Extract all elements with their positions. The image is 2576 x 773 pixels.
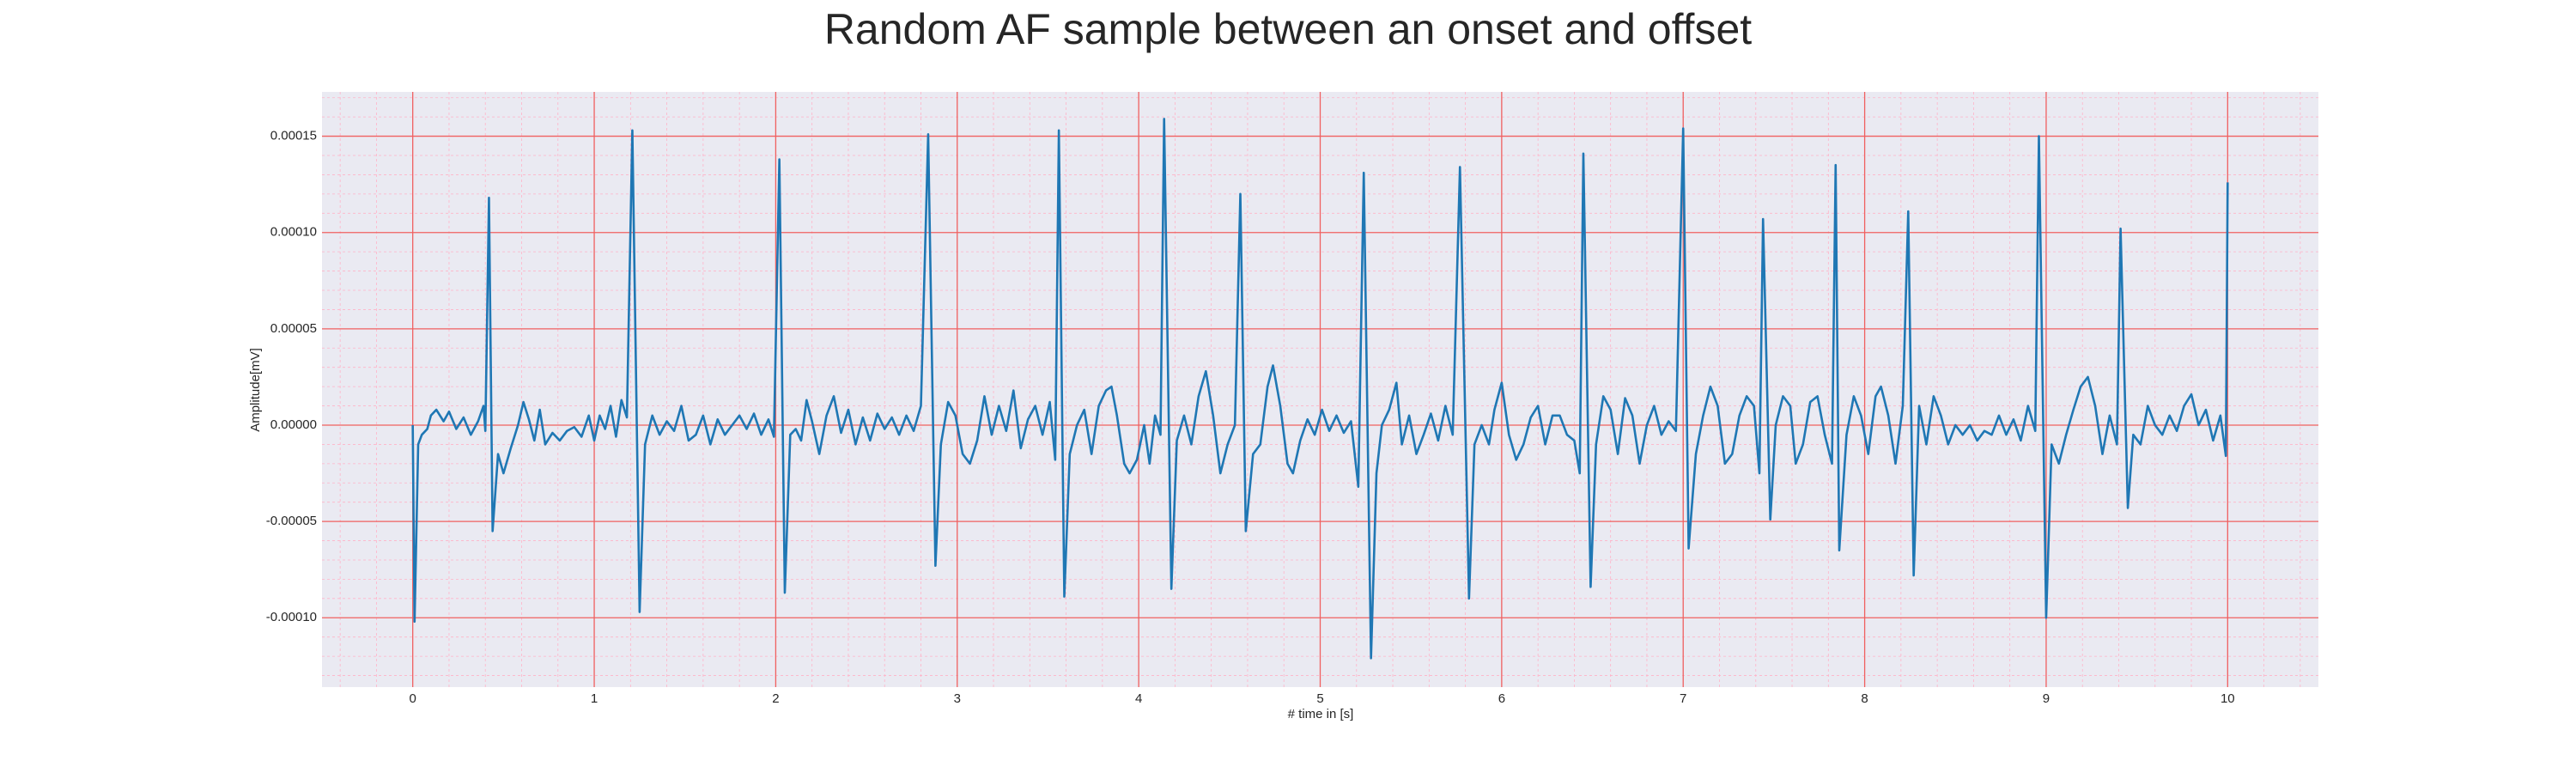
x-tick-label: 4 bbox=[1135, 691, 1142, 706]
x-tick-label: 6 bbox=[1498, 691, 1505, 706]
x-tick-label: 0 bbox=[410, 691, 416, 706]
y-tick-label: 0.00010 bbox=[270, 225, 317, 240]
y-tick-label: 0.00015 bbox=[270, 129, 317, 143]
x-tick-label: 10 bbox=[2221, 691, 2235, 706]
x-tick-label: 1 bbox=[591, 691, 598, 706]
y-axis-label: Amplitude[mV] bbox=[248, 348, 263, 432]
x-tick-label: 5 bbox=[1316, 691, 1323, 706]
x-tick-label: 8 bbox=[1861, 691, 1868, 706]
chart-title: Random AF sample between an onset and of… bbox=[824, 5, 1752, 53]
x-tick-label: 9 bbox=[2043, 691, 2050, 706]
y-tick-label: 0.00005 bbox=[270, 321, 317, 336]
x-axis-label: # time in [s] bbox=[1288, 707, 1354, 721]
y-tick-label: -0.00010 bbox=[266, 610, 317, 624]
y-tick-label: -0.00005 bbox=[266, 514, 317, 528]
y-tick-label: 0.00000 bbox=[270, 417, 317, 432]
x-tick-label: 3 bbox=[954, 691, 961, 706]
x-tick-label: 2 bbox=[772, 691, 779, 706]
signal-line bbox=[411, 118, 2229, 660]
x-tick-label: 7 bbox=[1680, 691, 1686, 706]
